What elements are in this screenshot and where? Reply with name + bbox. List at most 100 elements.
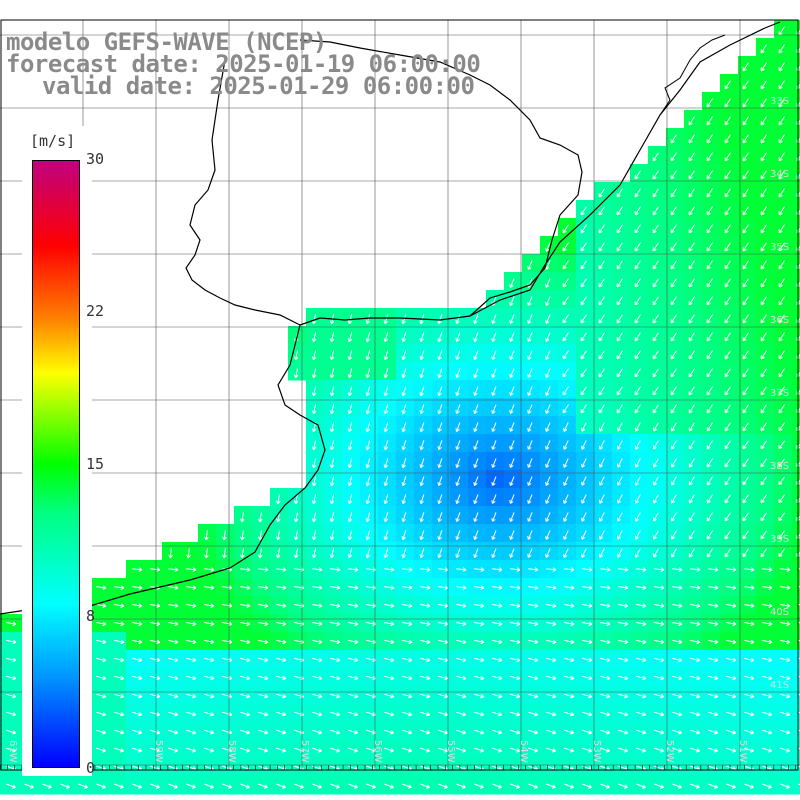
wind-arrow [204, 530, 209, 541]
wind-arrow [311, 440, 317, 451]
wind-arrow [762, 747, 772, 753]
wind-arrow [617, 458, 623, 468]
wind-arrow [492, 747, 502, 753]
wind-arrow [419, 350, 425, 361]
wind-arrow [438, 585, 449, 590]
wind-arrow [670, 260, 677, 270]
wind-arrow [652, 548, 659, 558]
wind-arrow [742, 494, 749, 504]
wind-cell [792, 272, 800, 291]
wind-arrow [186, 585, 197, 590]
wind-arrow [276, 747, 286, 753]
wind-arrow [762, 585, 773, 590]
wind-arrow [168, 711, 179, 717]
wind-arrow [527, 494, 533, 504]
wind-arrow [402, 603, 413, 608]
wind-arrow [132, 693, 143, 699]
wind-arrow [240, 621, 251, 627]
wind-arrow [724, 422, 731, 432]
wind-arrow [401, 332, 407, 343]
wind-arrow [652, 476, 659, 486]
wind-arrow [563, 476, 569, 486]
wind-arrow [634, 260, 641, 270]
wind-arrow [402, 657, 413, 663]
river-plate-coast [185, 59, 301, 326]
wind-arrow [616, 332, 623, 342]
wind-arrow [670, 422, 677, 432]
wind-arrow [706, 278, 713, 288]
wind-arrow [348, 693, 359, 699]
wind-arrow [420, 621, 431, 627]
wind-arrow [780, 675, 791, 681]
wind-arrow [760, 368, 767, 378]
wind-arrow [652, 494, 659, 504]
wind-arrow [510, 747, 520, 753]
wind-arrow [365, 440, 371, 451]
wind-arrow [636, 585, 647, 590]
wind-arrow [114, 675, 125, 681]
wind-cell [792, 128, 800, 147]
wind-arrow [528, 603, 539, 608]
wind-arrow [312, 783, 322, 789]
wind-arrow [654, 711, 665, 717]
wind-arrow [760, 152, 767, 162]
wind-arrow [762, 639, 773, 645]
wind-cell [792, 218, 800, 237]
wind-arrow [455, 332, 461, 342]
wind-arrow [582, 747, 592, 753]
wind-arrow [780, 621, 791, 627]
wind-arrow [528, 639, 539, 645]
wind-arrow [581, 422, 587, 432]
wind-arrow [724, 188, 731, 198]
wind-arrow [618, 693, 629, 699]
wind-arrow [258, 783, 268, 789]
wind-arrow [672, 639, 683, 645]
lon-label: 61W [7, 740, 18, 763]
wind-arrow [96, 711, 107, 717]
wind-arrow [598, 314, 605, 324]
wind-arrow [652, 296, 659, 306]
wind-arrow [690, 783, 700, 789]
wind-arrow [509, 404, 515, 414]
wind-arrow [742, 458, 749, 468]
wind-arrow [744, 567, 755, 572]
wind-arrow [132, 639, 143, 645]
wind-arrow [760, 530, 768, 540]
wind-arrow [744, 639, 755, 645]
wind-arrow [132, 567, 143, 572]
wind-arrow [474, 675, 485, 681]
wind-arrow [652, 422, 659, 432]
wind-arrow [311, 476, 317, 487]
wind-arrow [706, 296, 713, 306]
wind-arrow [617, 422, 623, 432]
wind-arrow [724, 368, 731, 378]
wind-arrow [706, 368, 713, 378]
wind-arrow [492, 621, 503, 627]
wind-arrow [455, 422, 461, 432]
wind-cell [792, 254, 800, 273]
wind-arrow [132, 783, 142, 789]
wind-arrow [347, 440, 353, 451]
wind-arrow [670, 440, 677, 450]
wind-arrow [780, 585, 791, 590]
wind-arrow [438, 603, 449, 608]
wind-arrow [348, 657, 359, 663]
wind-arrow [528, 693, 539, 699]
wind-arrow [365, 314, 371, 325]
wind-arrow [780, 693, 791, 699]
wind-arrow [456, 675, 467, 681]
wind-arrow [546, 783, 556, 789]
wind-arrow [742, 512, 749, 522]
wind-arrow [600, 657, 611, 663]
wind-arrow [706, 134, 713, 144]
wind-arrow [527, 440, 533, 450]
wind-arrow [348, 639, 359, 645]
wind-arrow [724, 260, 731, 270]
wind-arrow [652, 170, 659, 180]
wind-arrow [636, 639, 647, 645]
colorbar-tick-0: 0 [86, 759, 96, 777]
wind-arrow [204, 783, 214, 789]
wind-arrow [330, 603, 341, 608]
wind-arrow [312, 747, 322, 753]
